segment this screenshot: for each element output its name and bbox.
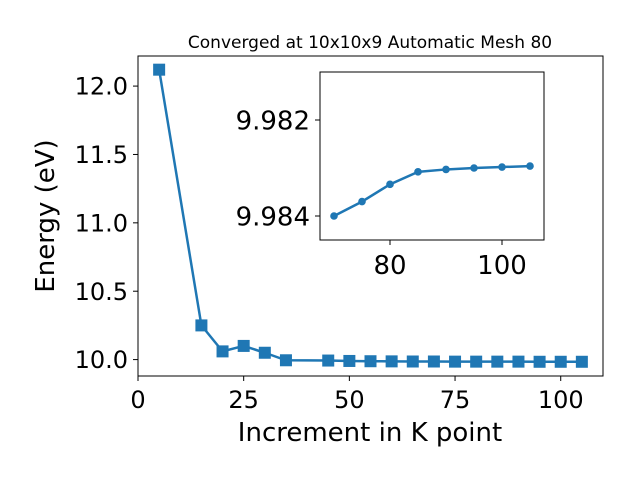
main-plot-frame [137, 55, 604, 377]
x-axis-label: Increment in K point [238, 418, 502, 448]
data-point [442, 165, 450, 174]
data-point [512, 355, 525, 368]
data-point [279, 354, 292, 367]
x-tick-label: 80 [373, 251, 406, 281]
main-series [153, 63, 588, 368]
y-tick-label: 9.982 [236, 106, 310, 136]
data-point [526, 162, 534, 170]
inset-series [330, 162, 534, 220]
data-point [491, 355, 504, 368]
inset-ticks: 80 100 9.982 9.984 [236, 106, 527, 281]
x-tick-label: 100 [538, 386, 584, 414]
chart-title: Converged at 10x10x9 Automatic Mesh 80 [188, 33, 552, 53]
data-point [554, 355, 567, 368]
series-line [333, 164, 531, 218]
data-point [470, 164, 478, 172]
y-tick-label: 10.0 [75, 346, 128, 374]
x-tick-label: 25 [228, 386, 259, 414]
y-tick-label: 9.984 [236, 202, 310, 232]
data-point [386, 180, 394, 189]
inset-plot-frame [319, 71, 545, 241]
x-tick-label: 100 [477, 251, 527, 281]
data-point [449, 355, 462, 368]
data-point [406, 355, 419, 368]
data-point [195, 319, 208, 332]
data-point [153, 63, 166, 76]
data-point [575, 355, 588, 368]
y-tick-label: 12.0 [75, 73, 128, 101]
y-tick-label: 11.5 [75, 141, 128, 169]
data-point [322, 354, 335, 367]
data-point [427, 355, 440, 368]
data-point [258, 346, 271, 359]
x-tick-label: 0 [130, 386, 145, 414]
data-point [364, 355, 377, 368]
data-point [470, 355, 483, 368]
data-point [216, 345, 229, 358]
x-tick-label: 75 [440, 386, 471, 414]
main-ticks: 0 25 50 75 100 10.0 10.5 11.0 11.5 12.0 [75, 73, 584, 414]
data-point [414, 168, 422, 176]
y-tick-label: 10.5 [75, 278, 128, 306]
x-tick-label: 50 [334, 386, 365, 414]
data-point [385, 355, 398, 368]
data-point [358, 197, 366, 206]
data-point [343, 354, 356, 367]
data-point [237, 339, 250, 352]
y-tick-label: 11.0 [75, 209, 128, 237]
y-axis-label: Energy (eV) [31, 139, 61, 292]
data-point [533, 355, 546, 368]
data-point [498, 163, 506, 171]
data-point [330, 212, 338, 220]
